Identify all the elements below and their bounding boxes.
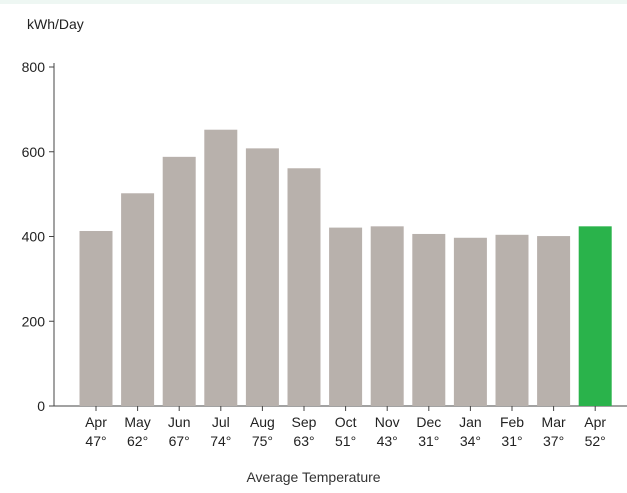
x-tick-label-temperature: 62° xyxy=(127,433,148,449)
x-tick-label-month: Oct xyxy=(335,414,357,430)
bar-9 xyxy=(412,233,446,406)
x-tick-label-month: Jun xyxy=(168,414,191,430)
x-tick-label-month: Aug xyxy=(250,414,275,430)
top-strip xyxy=(0,0,627,4)
x-tick-label-month: Apr xyxy=(584,414,606,430)
x-tick-label-temperature: 37° xyxy=(543,433,564,449)
x-tick-label-month: Jul xyxy=(212,414,230,430)
x-tick-label-temperature: 63° xyxy=(293,433,314,449)
bar-3 xyxy=(162,156,196,406)
x-tick-label-temperature: 74° xyxy=(210,433,231,449)
y-tick-label: 400 xyxy=(22,229,46,245)
x-tick-label-temperature: 67° xyxy=(169,433,190,449)
bar-4 xyxy=(204,129,238,406)
x-tick-label-temperature: 51° xyxy=(335,433,356,449)
x-tick-label-temperature: 47° xyxy=(85,433,106,449)
y-tick-label: 0 xyxy=(37,398,45,414)
x-tick-label-temperature: 34° xyxy=(460,433,481,449)
x-tick-label-month: May xyxy=(124,414,150,430)
x-tick-label-temperature: 75° xyxy=(252,433,273,449)
x-tick-label-month: Nov xyxy=(375,414,400,430)
y-tick-label: 200 xyxy=(22,313,46,329)
y-tick-label: 800 xyxy=(22,59,46,75)
bar-1 xyxy=(79,230,113,406)
bar-5 xyxy=(245,148,279,407)
bar-2 xyxy=(121,193,155,406)
x-tick-label-month: Feb xyxy=(500,414,524,430)
bar-7 xyxy=(329,227,363,406)
x-tick-label-temperature: 31° xyxy=(418,433,439,449)
x-tick-label-month: Dec xyxy=(416,414,441,430)
bar-8 xyxy=(370,226,404,406)
x-tick-label-temperature: 31° xyxy=(501,433,522,449)
y-axis-label: kWh/Day xyxy=(27,16,84,32)
x-axis-label: Average Temperature xyxy=(246,469,381,485)
x-tick-label-temperature: 43° xyxy=(377,433,398,449)
bar-6 xyxy=(287,168,321,406)
x-tick-label-temperature: 52° xyxy=(585,433,606,449)
x-tick-label-month: Sep xyxy=(292,414,317,430)
bar-13 xyxy=(578,226,612,406)
x-tick-label-month: Mar xyxy=(542,414,566,430)
y-tick-label: 600 xyxy=(22,144,46,160)
bar-12 xyxy=(537,236,571,406)
bar-11 xyxy=(495,234,529,406)
x-tick-label-month: Apr xyxy=(85,414,107,430)
bar-10 xyxy=(453,237,487,406)
x-tick-label-month: Jan xyxy=(459,414,482,430)
